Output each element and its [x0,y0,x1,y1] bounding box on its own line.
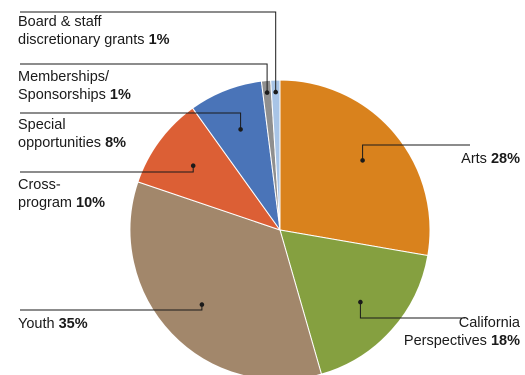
leader-california-dot [358,300,363,305]
label-memberships: Memberships/ Sponsorships 1% [18,68,131,104]
leader-memberships-dot [265,90,270,95]
label-board-line2: discretionary grants [18,32,145,48]
label-youth: Youth 35% [18,315,88,333]
label-board-pct: 1% [149,32,170,48]
label-cross-line2: program [18,195,72,211]
label-arts-pct: 28% [491,151,520,167]
label-memberships-pct: 1% [110,87,131,103]
label-board-line1: Board & staff [18,14,102,30]
label-arts-line1: Arts [461,151,487,167]
leader-cross-dot [191,163,196,168]
label-cross: Cross- program 10% [18,176,105,212]
label-california: California Perspectives 18% [404,314,520,350]
label-board: Board & staff discretionary grants 1% [18,13,170,49]
label-youth-pct: 35% [59,316,88,332]
leader-special-dot [238,127,243,132]
label-california-line1: California [459,315,520,331]
label-cross-pct: 10% [76,195,105,211]
label-california-line2: Perspectives [404,333,487,349]
label-cross-line1: Cross- [18,177,61,193]
leader-arts-dot [360,158,365,163]
label-youth-line1: Youth [18,316,55,332]
label-california-pct: 18% [491,333,520,349]
label-special: Special opportunities 8% [18,116,126,152]
label-special-line1: Special [18,117,66,133]
label-memberships-line2: Sponsorships [18,87,106,103]
leader-youth-dot [200,302,205,307]
leader-board-dot [273,90,278,95]
pie-slice-arts [280,80,430,256]
label-arts: Arts 28% [461,150,520,168]
label-memberships-line1: Memberships/ [18,69,109,85]
label-special-line2: opportunities [18,135,101,151]
pie-slices [130,80,430,375]
label-special-pct: 8% [105,135,126,151]
